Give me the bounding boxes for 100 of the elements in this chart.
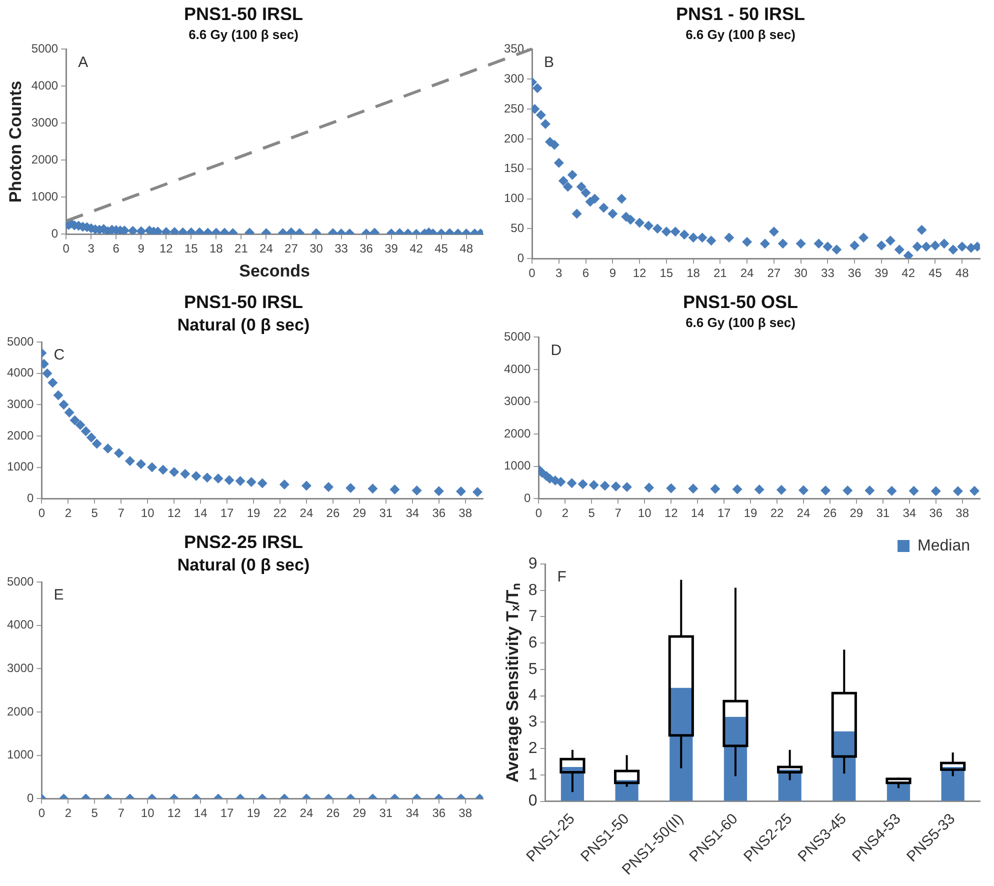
- y-tick-label: 100: [504, 191, 524, 206]
- chart-subtitle: Natural (0 β sec): [177, 555, 310, 574]
- y-tick-label: 1000: [6, 748, 34, 762]
- x-tick-label: 10: [638, 506, 652, 520]
- chart-subtitle: Natural (0 β sec): [177, 315, 310, 334]
- y-tick-label: 200: [504, 131, 524, 146]
- x-tick-label: 7: [118, 506, 125, 520]
- x-tick-label: 14: [690, 506, 705, 520]
- y-tick-label: 2000: [6, 428, 34, 442]
- x-tick-label: 10: [140, 806, 155, 820]
- y-tick-label: 4000: [6, 366, 34, 380]
- x-tick-label: 10: [140, 506, 155, 520]
- y-tick-label: 150: [504, 161, 524, 176]
- x-tick-label: 7: [614, 506, 622, 520]
- y-tick-label: 0: [51, 226, 58, 241]
- y-tick-label: 350: [504, 42, 524, 56]
- y-tick-label: 300: [504, 71, 524, 86]
- x-tick-label: 36: [432, 806, 446, 820]
- x-tick-label: 42: [410, 242, 424, 256]
- x-tick-label: 17: [220, 806, 234, 820]
- x-tick-label: 0: [62, 242, 70, 256]
- x-tick-label: 12: [159, 242, 174, 256]
- y-tick-label: 0: [524, 490, 532, 505]
- chart-title: PNS1-50 OSL: [682, 292, 798, 312]
- x-tick-label: 36: [432, 506, 446, 520]
- x-tick-label: 39: [384, 242, 398, 256]
- x-tick-label: 34: [406, 506, 420, 520]
- y-tick-label: 3: [528, 714, 538, 731]
- y-tick-label: 9: [528, 555, 538, 572]
- annotation: D: [550, 342, 562, 359]
- x-tick-label: 5: [91, 506, 98, 520]
- x-tick-label: 12: [167, 806, 182, 820]
- annotation: B: [544, 54, 554, 71]
- x-tick-label: 29: [850, 506, 864, 520]
- x-tick-label: 24: [740, 266, 754, 280]
- x-tick-label: 6: [582, 266, 590, 280]
- x-tick-label: 30: [794, 266, 808, 280]
- x-tick-label: 38: [458, 506, 472, 520]
- annotation: E: [54, 586, 64, 604]
- x-tick-label: 12: [664, 506, 678, 520]
- x-tick-label: 33: [334, 242, 348, 256]
- x-tick-label: 2: [64, 806, 72, 820]
- x-tick-label: 42: [902, 266, 916, 280]
- y-tick-label: 7: [528, 608, 538, 626]
- x-tick-label: 21: [713, 266, 728, 280]
- y-tick-label: 5000: [6, 574, 34, 588]
- x-tick-label: 21: [234, 242, 248, 256]
- x-tick-label: 2: [64, 506, 72, 520]
- x-tick-label: 18: [210, 242, 224, 256]
- x-tick-label: 6: [112, 242, 120, 256]
- y-tick-label: 0: [27, 790, 34, 805]
- y-tick-label: 2000: [31, 152, 58, 167]
- y-tick-label: 5000: [6, 334, 34, 348]
- y-tick-label: 2000: [504, 426, 532, 440]
- y-tick-label: 6: [528, 634, 538, 652]
- y-tick-label: 8: [528, 582, 538, 599]
- x-tick-label: 38: [458, 806, 472, 820]
- x-tick-label: 12: [632, 266, 647, 280]
- x-tick-label: 27: [767, 266, 781, 280]
- x-tick-label: 22: [770, 506, 784, 520]
- x-tick-label: 45: [928, 266, 942, 280]
- x-tick-label: 29: [352, 806, 366, 820]
- y-axis-title: Average Sensitivity Tₓ/Tₙ: [502, 582, 522, 782]
- x-tick-label: 14: [194, 806, 208, 820]
- legend-label: Median: [918, 537, 970, 554]
- x-tick-label: 24: [796, 506, 810, 520]
- x-tick-label: 17: [220, 506, 234, 520]
- y-tick-label: 1: [528, 766, 538, 784]
- y-tick-label: 3000: [31, 116, 58, 130]
- y-tick-label: 1000: [504, 458, 532, 473]
- y-tick-label: 0: [517, 250, 524, 265]
- x-tick-label: 7: [118, 806, 125, 820]
- y-tick-label: 4000: [31, 78, 58, 93]
- x-tick-label: 34: [902, 506, 916, 520]
- y-tick-label: 2: [528, 740, 538, 757]
- x-tick-label: 2: [562, 506, 569, 520]
- x-tick-label: 45: [434, 242, 448, 256]
- x-tick-label: 31: [876, 506, 890, 520]
- x-tick-label: 36: [929, 506, 943, 520]
- y-tick-label: 250: [504, 101, 524, 116]
- x-tick-label: 34: [406, 806, 420, 820]
- x-tick-label: 24: [300, 506, 314, 520]
- x-tick-label: 26: [326, 806, 340, 820]
- y-tick-label: 4: [528, 687, 538, 704]
- x-tick-label: 14: [194, 506, 208, 520]
- x-tick-label: 9: [138, 242, 145, 256]
- x-tick-label: 24: [300, 806, 314, 820]
- x-tick-label: 36: [360, 242, 374, 256]
- x-tick-label: 22: [273, 806, 287, 820]
- annotation: A: [78, 54, 88, 71]
- chart-subtitle: 6.6 Gy (100 β sec): [686, 314, 796, 330]
- x-tick-label: 19: [744, 506, 758, 520]
- y-axis-title: Photon Counts: [6, 80, 25, 203]
- x-tick-label: 48: [460, 242, 474, 256]
- annotation: F: [557, 568, 566, 586]
- y-tick-label: 50: [510, 221, 524, 235]
- x-tick-label: 19: [246, 806, 261, 820]
- chart-title: PNS2-25 IRSL: [184, 532, 304, 552]
- x-axis-title: Seconds: [239, 261, 310, 280]
- chart-subtitle: 6.6 Gy (100 β sec): [686, 26, 796, 42]
